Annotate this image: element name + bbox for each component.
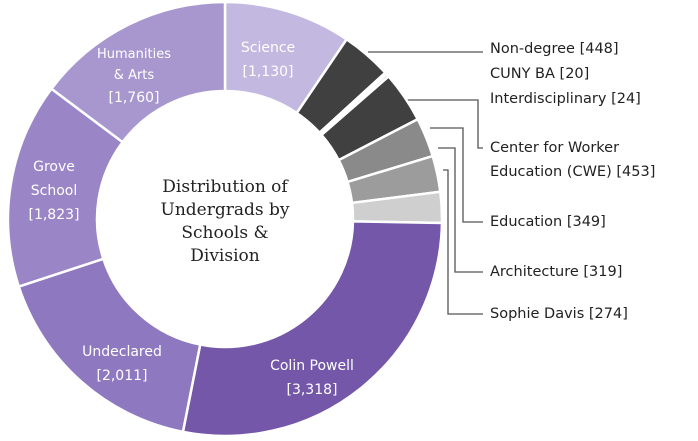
category-label: Sophie Davis xyxy=(490,306,585,322)
category-label: Non-degree xyxy=(490,41,575,57)
legend-label: Non-degree [448] xyxy=(490,37,695,61)
segment-label: Humanities & Arts [1,760] xyxy=(94,44,174,110)
leader-line xyxy=(438,147,483,273)
category-label: Colin Powell xyxy=(270,358,354,374)
value-label: [1,760] xyxy=(108,90,160,106)
legend-label: CUNY BA [20] xyxy=(490,62,695,86)
category-label: Undeclared xyxy=(82,344,162,360)
chart-title: Distribution of Undergrads by Schools & … xyxy=(160,177,290,266)
value-label: [453] xyxy=(616,164,656,180)
legend-label: Education [349] xyxy=(490,210,695,234)
value-label: [274] xyxy=(588,306,628,322)
value-label: [319] xyxy=(583,264,623,280)
value-label: [349] xyxy=(566,214,606,230)
segment-label: Science [1,130] xyxy=(223,36,313,84)
leader-line xyxy=(443,169,483,315)
segment-label: Colin Powell [3,318] xyxy=(242,354,382,402)
leader-line xyxy=(430,127,483,223)
legend-label: Sophie Davis [274] xyxy=(490,302,695,326)
value-label: [1,130] xyxy=(242,64,294,80)
category-label: Education xyxy=(490,214,563,230)
legend-label: Architecture [319] xyxy=(490,260,695,284)
donut-segment xyxy=(181,220,444,438)
legend-label: Interdisciplinary [24] xyxy=(490,87,695,111)
leader-lines xyxy=(368,51,483,315)
segment-label: Undeclared [2,011] xyxy=(52,340,192,388)
value-label: [448] xyxy=(579,41,619,57)
category-label: CUNY BA xyxy=(490,66,555,82)
category-label: Interdisciplinary xyxy=(490,91,607,107)
value-label: [24] xyxy=(611,91,641,107)
category-label: Science xyxy=(240,40,296,56)
category-label: Center for Worker Education (CWE) xyxy=(490,140,620,180)
value-label: [2,011] xyxy=(96,368,148,384)
leader-line xyxy=(406,99,483,149)
category-label: Grove School xyxy=(30,159,78,199)
segment-label: Grove School [1,823] xyxy=(24,155,84,227)
value-label: [3,318] xyxy=(286,382,338,398)
value-label: [1,823] xyxy=(28,207,80,223)
category-label: Architecture xyxy=(490,264,579,280)
value-label: [20] xyxy=(559,66,590,82)
category-label: Humanities & Arts xyxy=(97,47,171,83)
donut-segment xyxy=(49,0,227,144)
legend-label: Center for Worker Education (CWE) [453] xyxy=(490,136,670,184)
